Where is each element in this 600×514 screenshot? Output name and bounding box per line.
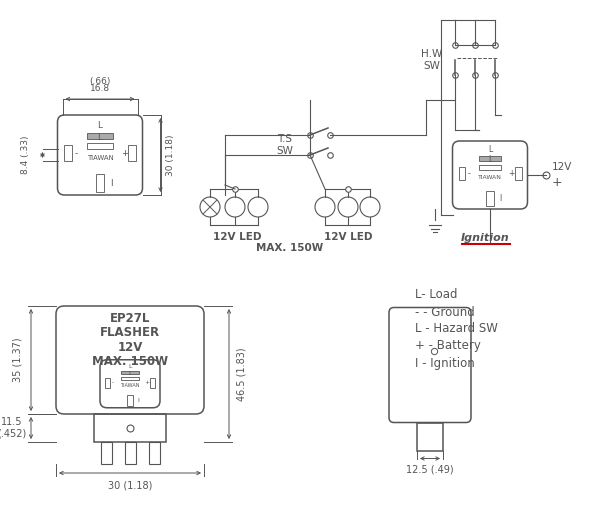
Text: -: - <box>112 380 115 386</box>
Text: 35 (1.37): 35 (1.37) <box>13 338 23 382</box>
Text: -: - <box>467 169 470 178</box>
Bar <box>479 165 501 170</box>
Text: I: I <box>110 178 113 188</box>
Bar <box>96 174 104 192</box>
Text: 11.5
(.452): 11.5 (.452) <box>0 417 26 439</box>
Bar <box>486 191 494 206</box>
Text: L: L <box>128 363 132 369</box>
Text: + - Battery: + - Battery <box>415 340 481 353</box>
Text: L: L <box>98 134 103 142</box>
Text: 12V: 12V <box>118 341 143 354</box>
Bar <box>121 377 139 380</box>
Bar <box>101 442 112 464</box>
Text: 46.5 (1.83): 46.5 (1.83) <box>237 347 247 401</box>
Text: T.S
SW: T.S SW <box>277 134 293 156</box>
Text: L: L <box>98 121 103 131</box>
Text: EP27L: EP27L <box>110 313 150 325</box>
Text: L: L <box>488 145 492 154</box>
Text: - - Ground: - - Ground <box>415 305 475 319</box>
Bar <box>87 143 113 150</box>
Text: TIAWAN: TIAWAN <box>120 383 140 388</box>
Bar <box>127 395 133 406</box>
Text: L - Hazard SW: L - Hazard SW <box>415 322 498 336</box>
Text: 30 (1.18): 30 (1.18) <box>166 134 175 176</box>
Bar <box>121 371 139 374</box>
Text: +: + <box>121 149 128 158</box>
Bar <box>64 145 72 161</box>
Text: (.66): (.66) <box>89 77 110 86</box>
Bar <box>94 414 166 442</box>
Text: TIAWAN: TIAWAN <box>478 175 502 180</box>
Bar <box>515 167 521 180</box>
Text: 12.5 (.49): 12.5 (.49) <box>406 465 454 474</box>
Bar <box>125 442 136 464</box>
Text: I: I <box>499 194 502 204</box>
Text: I: I <box>137 398 139 403</box>
Text: H.W
SW: H.W SW <box>421 49 443 71</box>
Bar <box>479 156 501 161</box>
Text: 12V LED: 12V LED <box>213 232 261 242</box>
Bar <box>458 167 465 180</box>
Text: -: - <box>74 149 78 158</box>
Text: MAX. 150W: MAX. 150W <box>256 243 323 253</box>
Bar <box>149 442 160 464</box>
Text: Ignition: Ignition <box>461 233 509 243</box>
Text: 12V: 12V <box>551 162 572 172</box>
Text: +: + <box>509 169 515 178</box>
Text: MAX. 150W: MAX. 150W <box>92 355 168 368</box>
Text: L: L <box>488 155 492 164</box>
Text: I - Ignition: I - Ignition <box>415 357 475 370</box>
Bar <box>150 378 155 388</box>
Text: L: L <box>128 371 132 376</box>
Text: L- Load: L- Load <box>415 288 458 302</box>
Bar <box>417 423 443 450</box>
Text: 12V LED: 12V LED <box>324 232 372 242</box>
Text: FLASHER: FLASHER <box>100 326 160 340</box>
Text: 8.4 (.33): 8.4 (.33) <box>21 136 30 174</box>
Text: TIAWAN: TIAWAN <box>86 155 113 161</box>
Bar <box>105 378 110 388</box>
Text: +: + <box>145 380 150 386</box>
Bar <box>128 145 136 161</box>
Text: 30 (1.18): 30 (1.18) <box>108 480 152 490</box>
Text: 16.8: 16.8 <box>90 84 110 93</box>
Text: +: + <box>551 176 562 190</box>
Bar <box>87 133 113 139</box>
